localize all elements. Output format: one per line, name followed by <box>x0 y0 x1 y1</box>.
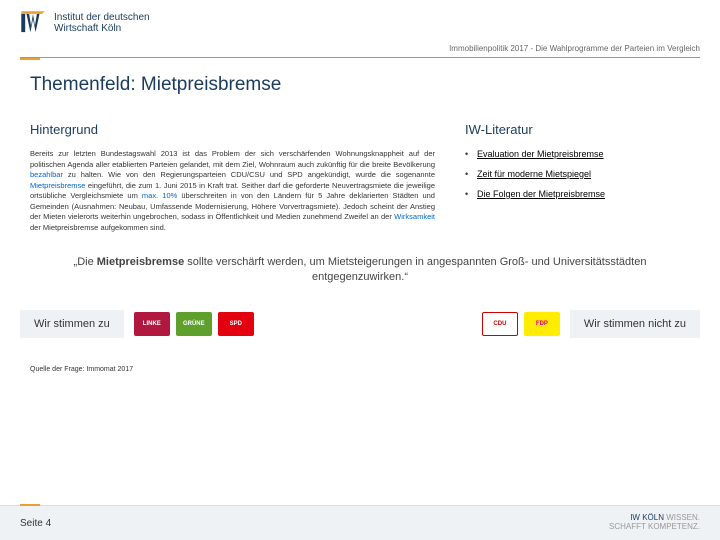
institute-line1: Institut der deutschen <box>54 12 150 23</box>
divider <box>20 57 700 58</box>
agree-label: Wir stimmen zu <box>20 310 124 338</box>
page-number: Seite 4 <box>20 518 51 529</box>
parties-row: Wir stimmen zu LINKEGRÜNESPD CDUFDP Wir … <box>20 310 700 338</box>
institute-name: Institut der deutschen Wirtschaft Köln <box>54 12 150 34</box>
literature-item: Zeit für moderne Mietspiegel <box>465 169 690 179</box>
page-title: Themenfeld: Mietpreisbremse <box>30 74 690 96</box>
institute-line2: Wirtschaft Köln <box>54 23 150 34</box>
highlight-bezahlbar: bezahlbar <box>30 170 63 179</box>
disagree-label: Wir stimmen nicht zu <box>570 310 700 338</box>
literature-item: Die Folgen der Mietpreisbremse <box>465 189 690 199</box>
two-column-layout: Hintergrund Bereits zur letzten Bundesta… <box>30 122 690 233</box>
literature-item: Evaluation der Mietpreisbremse <box>465 149 690 159</box>
party-logo-spd: SPD <box>218 312 254 336</box>
subtitle: Immobilienpolitik 2017 - Die Wahlprogram… <box>0 42 720 57</box>
literature-link-1[interactable]: Zeit für moderne Mietspiegel <box>477 169 591 179</box>
quote-emphasis: Mietpreisbremse <box>97 256 184 268</box>
quote: „Die Mietpreisbremse sollte verschärft w… <box>30 255 690 286</box>
background-column: Hintergrund Bereits zur letzten Bundesta… <box>30 122 435 233</box>
background-text: Bereits zur letzten Bundestagswahl 2013 … <box>30 149 435 233</box>
literature-link-2[interactable]: Die Folgen der Mietpreisbremse <box>477 189 605 199</box>
literature-heading: IW-Literatur <box>465 122 690 137</box>
main-content: Themenfeld: Mietpreisbremse Hintergrund … <box>0 60 720 233</box>
source-note: Quelle der Frage: Immomat 2017 <box>30 366 690 373</box>
footer-brand: IW KÖLN WISSEN. SCHAFFT KOMPETENZ. <box>609 514 700 532</box>
footer-accent <box>20 504 40 506</box>
party-logo-grüne: GRÜNE <box>176 312 212 336</box>
party-logo-cdu: CDU <box>482 312 518 336</box>
header: Institut der deutschen Wirtschaft Köln <box>0 0 720 42</box>
highlight-max10: max. 10% <box>142 191 177 200</box>
background-heading: Hintergrund <box>30 122 435 137</box>
highlight-mietpreisbremse: Mietpreisbremse <box>30 181 85 190</box>
party-logo-fdp: FDP <box>524 312 560 336</box>
disagree-party-logos: CDUFDP <box>482 312 560 336</box>
party-logo-die-linke: LINKE <box>134 312 170 336</box>
highlight-wirksamkeit: Wirksamkeit <box>394 212 435 221</box>
literature-link-0[interactable]: Evaluation der Mietpreisbremse <box>477 149 604 159</box>
literature-list: Evaluation der Mietpreisbremse Zeit für … <box>465 149 690 199</box>
iw-logo <box>20 10 46 36</box>
footer: Seite 4 IW KÖLN WISSEN. SCHAFFT KOMPETEN… <box>0 505 720 540</box>
literature-column: IW-Literatur Evaluation der Mietpreisbre… <box>465 122 690 233</box>
agree-party-logos: LINKEGRÜNESPD <box>134 312 254 336</box>
